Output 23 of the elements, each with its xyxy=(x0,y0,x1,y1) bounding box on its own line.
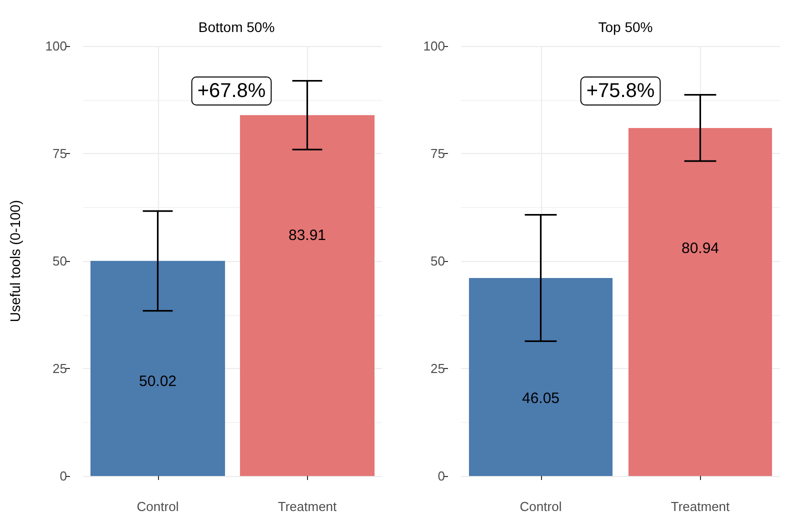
data-label: 80.94 xyxy=(681,240,720,257)
x-tick-label: Treatment xyxy=(670,499,730,514)
annotation: +75.8% xyxy=(586,80,655,102)
y-tick-label: 0 xyxy=(60,468,67,484)
y-tick-label: 25 xyxy=(430,361,445,376)
y-tick-label: 50 xyxy=(430,254,445,268)
data-label: 50.02 xyxy=(138,372,177,390)
chart-title: Bottom 50% xyxy=(198,19,275,35)
y-tick-label: 50 xyxy=(52,254,67,268)
x-tick-label: Control xyxy=(520,499,562,514)
x-tick-label: Control xyxy=(136,499,179,514)
y-axis-title: Useful tools (0-100) xyxy=(7,200,23,322)
data-label: 46.05 xyxy=(522,390,560,407)
y-tick-label: 100 xyxy=(45,38,67,54)
annotation: +67.8% xyxy=(197,80,266,102)
y-tick-label: 75 xyxy=(430,146,445,161)
y-tick-label: 25 xyxy=(52,361,67,376)
chart-title: Top 50% xyxy=(598,19,653,35)
x-tick-label: Treatment xyxy=(278,499,338,514)
data-label: 83.91 xyxy=(288,227,326,244)
y-tick-label: 0 xyxy=(438,468,445,484)
y-tick-label: 75 xyxy=(52,146,67,161)
y-tick-label: 100 xyxy=(423,38,445,54)
